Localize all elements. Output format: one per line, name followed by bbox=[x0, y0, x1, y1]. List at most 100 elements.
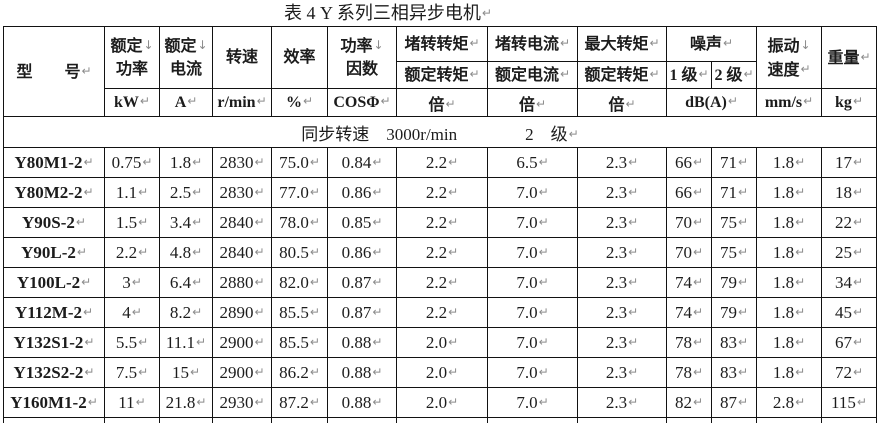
value-cell: 6.5↵ bbox=[487, 147, 578, 178]
cell-value: 2.8 bbox=[772, 392, 795, 412]
cell-end-mark: ↵ bbox=[135, 394, 146, 409]
partial-cell bbox=[104, 417, 160, 423]
cell-end-mark: ↵ bbox=[852, 154, 864, 169]
value-cell: 2.3↵ bbox=[577, 297, 667, 328]
cell-end-mark: ↵ bbox=[448, 244, 459, 259]
cell-value: 78.0 bbox=[279, 212, 309, 232]
cell-end-mark: ↵ bbox=[737, 184, 749, 199]
cell-value: 74 bbox=[674, 302, 692, 322]
cell-value: 1.8 bbox=[772, 302, 795, 322]
model-cell: Y132S2-2↵ bbox=[3, 357, 105, 388]
cell-value: 2.3 bbox=[605, 332, 628, 352]
value-cell: 2.3↵ bbox=[577, 177, 667, 208]
cell-value: 66 bbox=[674, 152, 692, 172]
model-value: Y80M2-2 bbox=[14, 182, 83, 202]
header-max-torque-denominator: 额定转矩↵ bbox=[577, 61, 667, 89]
cell-end-mark: ↵ bbox=[254, 274, 265, 289]
format-mark: ↓ bbox=[373, 38, 384, 52]
cell-value: 2.3 bbox=[605, 392, 628, 412]
format-mark: ↵ bbox=[187, 93, 198, 108]
cell-end-mark: ↵ bbox=[138, 244, 149, 259]
cell-end-mark: ↵ bbox=[795, 214, 806, 229]
header-weight-label: 重量↵ bbox=[827, 49, 871, 67]
table-row: Y112M-2↵ 4↵ 8.2↵ 2890↵ 85.5↵ 0.87↵ 2.2↵ 7.0↵ 2.3… bbox=[3, 297, 878, 328]
cell-value: 115 bbox=[831, 392, 856, 412]
cell-end-mark: ↵ bbox=[254, 364, 265, 379]
cell-value: 3.4 bbox=[169, 212, 192, 232]
value-cell: 7.0↵ bbox=[487, 237, 578, 268]
value-cell: 1.8↵ bbox=[756, 237, 823, 268]
cell-value: 75 bbox=[719, 212, 737, 232]
cell-end-mark: ↵ bbox=[192, 244, 203, 259]
partial-cell bbox=[396, 417, 488, 423]
cell-value: 2.0 bbox=[425, 362, 448, 382]
value-cell: 7.0↵ bbox=[487, 297, 578, 328]
cell-value: 7.0 bbox=[516, 302, 538, 322]
header-rated-current: 额定↓ 电流 bbox=[159, 26, 213, 89]
cell-value: 6.4 bbox=[169, 272, 192, 292]
value-cell: 0.88↵ bbox=[327, 327, 397, 358]
cell-value: 0.88 bbox=[341, 332, 372, 352]
cell-value: 0.88 bbox=[341, 362, 372, 382]
cell-end-mark: ↵ bbox=[309, 154, 320, 169]
format-mark: ↵ bbox=[481, 6, 492, 20]
cell-value: 70 bbox=[674, 242, 692, 262]
table-header: 型 号↵ 额定↓ 功率 额定↓ 电流 转速 效率 功率↓ 因数 堵转转矩↵ 堵转… bbox=[3, 26, 878, 117]
cell-end-mark: ↵ bbox=[84, 364, 95, 379]
value-cell: 2.2↵ bbox=[396, 267, 488, 298]
header-power-factor: 功率↓ 因数 bbox=[327, 26, 397, 89]
cell-value: 21.8 bbox=[165, 392, 196, 412]
table-row: Y100L-2↵ 3↵ 6.4↵ 2880↵ 82.0↵ 0.87↵ 2.2↵ 7.0↵ 2.3… bbox=[3, 267, 878, 298]
cell-end-mark: ↵ bbox=[628, 334, 639, 349]
cell-value: 7.0 bbox=[516, 242, 538, 262]
cell-value: 1.8 bbox=[772, 272, 795, 292]
cell-value: 2830 bbox=[219, 152, 254, 172]
cell-end-mark: ↵ bbox=[737, 214, 749, 229]
cell-end-mark: ↵ bbox=[309, 244, 320, 259]
value-cell: 7.0↵ bbox=[487, 327, 578, 358]
cell-value: 79 bbox=[719, 302, 737, 322]
value-cell: 66↵ bbox=[666, 147, 712, 178]
cell-value: 2.3 bbox=[605, 302, 628, 322]
format-mark: ↵ bbox=[81, 63, 92, 78]
cell-value: 2.0 bbox=[425, 392, 448, 412]
cell-value: 5.5 bbox=[115, 332, 138, 352]
cell-end-mark: ↵ bbox=[628, 304, 639, 319]
cell-end-mark: ↵ bbox=[192, 304, 203, 319]
value-cell: 78↵ bbox=[666, 357, 712, 388]
table-row: Y160M1-2↵ 11↵ 21.8↵ 2930↵ 87.2↵ 0.88↵ 2.0↵ 7.0↵… bbox=[3, 387, 878, 418]
cell-value: 7.0 bbox=[516, 212, 538, 232]
cell-value: 2.3 bbox=[605, 182, 628, 202]
cell-value: 2890 bbox=[219, 302, 254, 322]
cell-end-mark: ↵ bbox=[538, 244, 549, 259]
value-cell: 115↵ bbox=[821, 387, 878, 418]
model-cell: Y100L-2↵ bbox=[3, 267, 105, 298]
value-cell: 0.88↵ bbox=[327, 387, 397, 418]
header-efficiency: 效率 bbox=[271, 26, 328, 89]
cell-end-mark: ↵ bbox=[538, 154, 549, 169]
format-mark: ↵ bbox=[852, 93, 863, 108]
model-value: Y112M-2 bbox=[14, 302, 82, 322]
cell-end-mark: ↵ bbox=[131, 304, 142, 319]
value-cell: 85.5↵ bbox=[271, 297, 328, 328]
cell-value: 2.3 bbox=[605, 152, 628, 172]
value-cell: 79↵ bbox=[710, 297, 758, 328]
cell-end-mark: ↵ bbox=[852, 274, 864, 289]
cell-end-mark: ↵ bbox=[309, 334, 320, 349]
cell-end-mark: ↵ bbox=[538, 364, 549, 379]
format-mark: ↓ bbox=[800, 37, 811, 52]
cell-end-mark: ↵ bbox=[76, 244, 87, 259]
cell-value: 71 bbox=[719, 152, 737, 172]
value-cell: 18↵ bbox=[821, 177, 878, 208]
cell-value: 2.3 bbox=[605, 362, 628, 382]
header-rated-power-label: 额定↓ 功率 bbox=[110, 38, 154, 78]
value-cell: 11.1↵ bbox=[159, 327, 213, 358]
model-cell: Y80M1-2↵ bbox=[3, 147, 105, 178]
value-cell: 1.1↵ bbox=[104, 177, 160, 208]
cell-value: 2.2 bbox=[425, 182, 448, 202]
cell-value: 22 bbox=[834, 212, 852, 232]
cell-end-mark: ↵ bbox=[254, 334, 265, 349]
cell-end-mark: ↵ bbox=[737, 244, 749, 259]
table-row: Y80M2-2↵ 1.1↵ 2.5↵ 2830↵ 77.0↵ 0.86↵ 2.2↵ 7.0↵ 2… bbox=[3, 177, 878, 208]
